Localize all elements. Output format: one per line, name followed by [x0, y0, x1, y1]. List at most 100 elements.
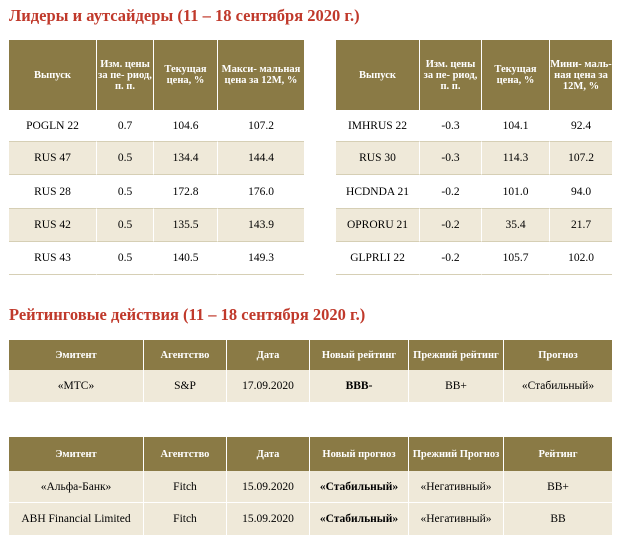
- table-cell: 149.3: [218, 242, 304, 275]
- table-cell: BB+: [504, 471, 612, 503]
- table-row: «МТС» S&P 17.09.2020 BBB- BB+ «Стабильны…: [9, 370, 612, 403]
- table-cell: 0.5: [97, 175, 154, 209]
- table-row: RUS 47 0.5 134.4 144.4: [9, 142, 304, 175]
- table-cell: HCDNDA 21: [336, 175, 420, 209]
- table-cell: 0.5: [97, 209, 154, 242]
- table-cell: 104.1: [482, 110, 550, 142]
- table-cell: 104.6: [154, 110, 218, 142]
- section-title-ratings: Рейтинговые действия (11 – 18 сентября 2…: [9, 305, 366, 324]
- header-cell: Макси- мальная цена за 12М, %: [218, 40, 304, 110]
- table-row: OPRORU 21 -0.2 35.4 21.7: [336, 209, 612, 242]
- table-row: RUS 42 0.5 135.5 143.9: [9, 209, 304, 242]
- table-cell: -0.2: [420, 242, 482, 275]
- header-cell: Прежний Прогноз: [409, 437, 504, 471]
- table-cell: 114.3: [482, 142, 550, 175]
- table-cell: RUS 42: [9, 209, 97, 242]
- table-row: «Альфа-Банк» Fitch 15.09.2020 «Стабильны…: [9, 471, 612, 503]
- table-cell: 21.7: [550, 209, 612, 242]
- table-row: RUS 30 -0.3 114.3 107.2: [336, 142, 612, 175]
- table-cell: RUS 28: [9, 175, 97, 209]
- table-cell: «Негативный»: [409, 503, 504, 536]
- header-cell: Выпуск: [336, 40, 420, 110]
- table-row: RUS 28 0.5 172.8 176.0: [9, 175, 304, 209]
- table-row: IMHRUS 22 -0.3 104.1 92.4: [336, 110, 612, 142]
- header-cell: Новый рейтинг: [310, 340, 409, 370]
- table-cell: 134.4: [154, 142, 218, 175]
- table-cell: 107.2: [218, 110, 304, 142]
- table-cell: 35.4: [482, 209, 550, 242]
- header-cell: Дата: [227, 340, 310, 370]
- section-title-leaders: Лидеры и аутсайдеры (11 – 18 сентября 20…: [9, 6, 360, 25]
- table-cell: 92.4: [550, 110, 612, 142]
- header-cell: Изм. цены за пе- риод, п. п.: [420, 40, 482, 110]
- leaders-header-row: Выпуск Изм. цены за пе- риод, п. п. Теку…: [9, 40, 304, 110]
- table-cell: 140.5: [154, 242, 218, 275]
- table-cell: 0.5: [97, 242, 154, 275]
- table-cell: GLPRLI 22: [336, 242, 420, 275]
- outlooks-header-row: Эмитент Агентство Дата Новый прогноз Пре…: [9, 437, 612, 471]
- table-cell: 94.0: [550, 175, 612, 209]
- table-cell: RUS 30: [336, 142, 420, 175]
- outlooks-table: Эмитент Агентство Дата Новый прогноз Пре…: [9, 437, 612, 536]
- table-cell: IMHRUS 22: [336, 110, 420, 142]
- table-cell: 176.0: [218, 175, 304, 209]
- outsiders-header-row: Выпуск Изм. цены за пе- риод, п. п. Теку…: [336, 40, 612, 110]
- header-cell: Текущая цена, %: [154, 40, 218, 110]
- table-cell: «Альфа-Банк»: [9, 471, 144, 503]
- header-cell: Прогноз: [504, 340, 612, 370]
- table-row: POGLN 22 0.7 104.6 107.2: [9, 110, 304, 142]
- table-cell: «Стабильный»: [310, 503, 409, 536]
- table-cell: Fitch: [144, 503, 227, 536]
- table-cell: -0.2: [420, 209, 482, 242]
- header-cell: Прежний рейтинг: [409, 340, 504, 370]
- header-cell: Рейтинг: [504, 437, 612, 471]
- table-cell: 15.09.2020: [227, 471, 310, 503]
- table-cell: 101.0: [482, 175, 550, 209]
- table-cell: 172.8: [154, 175, 218, 209]
- table-cell: -0.3: [420, 110, 482, 142]
- header-cell: Мини- маль- ная цена за 12М, %: [550, 40, 612, 110]
- header-cell: Агентство: [144, 437, 227, 471]
- ratings-header-row: Эмитент Агентство Дата Новый рейтинг Пре…: [9, 340, 612, 370]
- table-cell: S&P: [144, 370, 227, 403]
- table-row: GLPRLI 22 -0.2 105.7 102.0: [336, 242, 612, 275]
- table-cell: 0.5: [97, 142, 154, 175]
- table-row: HCDNDA 21 -0.2 101.0 94.0: [336, 175, 612, 209]
- table-cell: 105.7: [482, 242, 550, 275]
- table-cell: POGLN 22: [9, 110, 97, 142]
- table-cell: 143.9: [218, 209, 304, 242]
- table-cell: 102.0: [550, 242, 612, 275]
- table-cell: 107.2: [550, 142, 612, 175]
- table-cell: 17.09.2020: [227, 370, 310, 403]
- table-cell: «Негативный»: [409, 471, 504, 503]
- table-row: ABH Financial Limited Fitch 15.09.2020 «…: [9, 503, 612, 536]
- table-cell: RUS 43: [9, 242, 97, 275]
- table-cell: «Стабильный»: [504, 370, 612, 403]
- header-cell: Изм. цены за пе- риод, п. п.: [97, 40, 154, 110]
- ratings-table: Эмитент Агентство Дата Новый рейтинг Пре…: [9, 340, 612, 403]
- header-cell: Выпуск: [9, 40, 97, 110]
- header-cell: Текущая цена, %: [482, 40, 550, 110]
- leaders-table: Выпуск Изм. цены за пе- риод, п. п. Теку…: [9, 40, 304, 275]
- table-cell: BB: [504, 503, 612, 536]
- table-cell: «Стабильный»: [310, 471, 409, 503]
- table-cell: 15.09.2020: [227, 503, 310, 536]
- header-cell: Эмитент: [9, 340, 144, 370]
- header-cell: Новый прогноз: [310, 437, 409, 471]
- header-cell: Агентство: [144, 340, 227, 370]
- header-cell: Эмитент: [9, 437, 144, 471]
- table-cell: ABH Financial Limited: [9, 503, 144, 536]
- table-cell: RUS 47: [9, 142, 97, 175]
- table-row: RUS 43 0.5 140.5 149.3: [9, 242, 304, 275]
- table-cell: 144.4: [218, 142, 304, 175]
- table-cell: OPRORU 21: [336, 209, 420, 242]
- table-cell: BB+: [409, 370, 504, 403]
- table-cell: -0.2: [420, 175, 482, 209]
- header-cell: Дата: [227, 437, 310, 471]
- table-cell: 135.5: [154, 209, 218, 242]
- table-cell: -0.3: [420, 142, 482, 175]
- table-cell: 0.7: [97, 110, 154, 142]
- table-cell: BBB-: [310, 370, 409, 403]
- table-cell: Fitch: [144, 471, 227, 503]
- table-cell: «МТС»: [9, 370, 144, 403]
